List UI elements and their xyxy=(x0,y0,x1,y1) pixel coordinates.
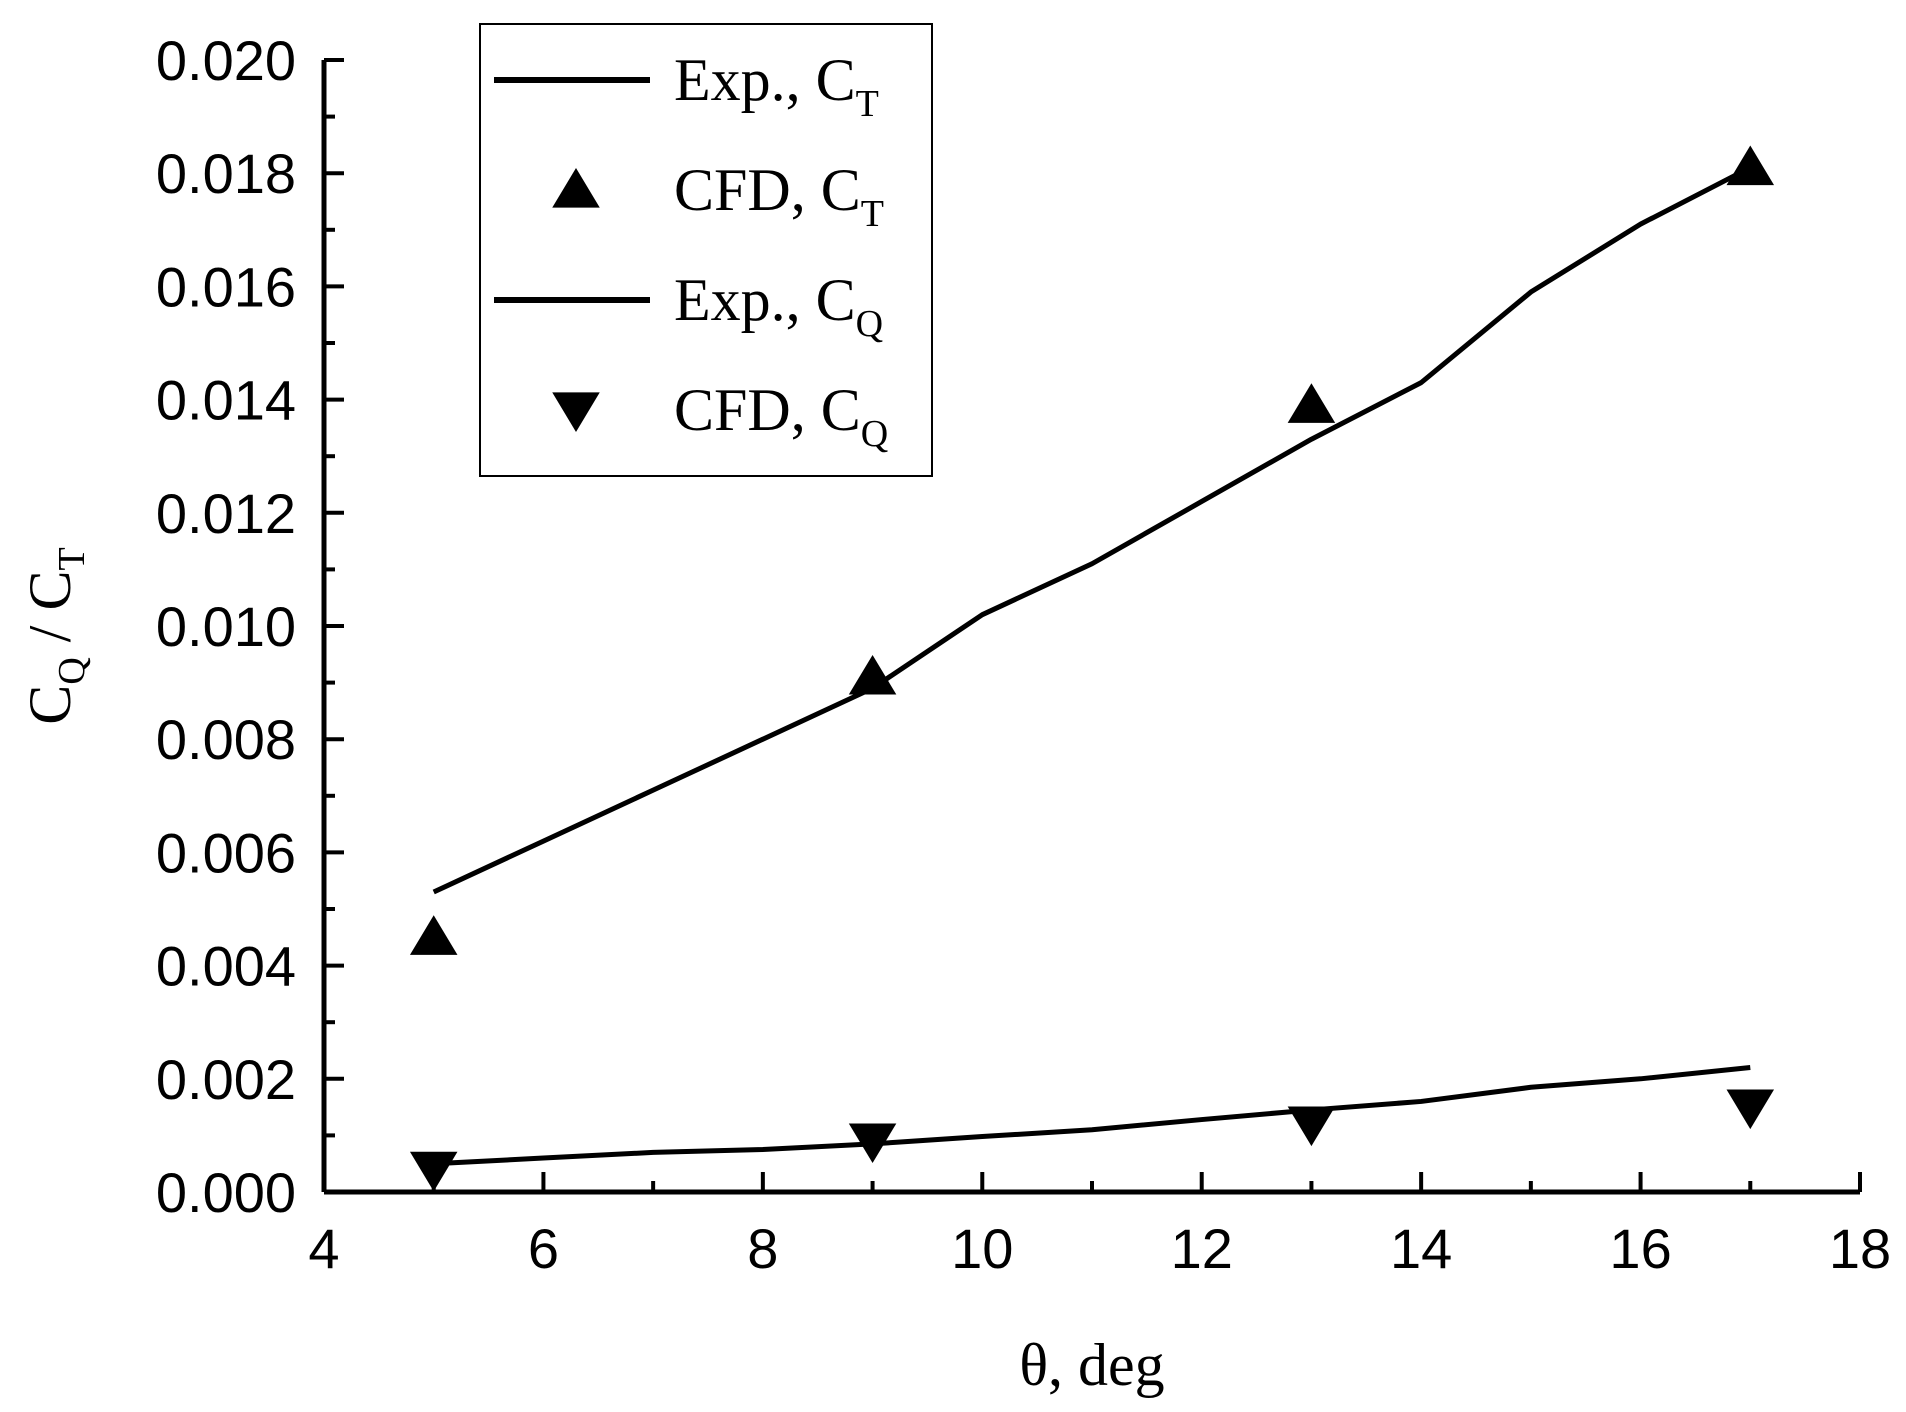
data-point-triangle-down xyxy=(1287,1106,1336,1147)
y-title-sep: / xyxy=(17,611,83,658)
legend-item-2: Exp., CQ xyxy=(494,267,883,345)
x-tick-label: 12 xyxy=(1171,1217,1233,1280)
legend-label-sub: Q xyxy=(861,413,888,455)
legend-swatch-triangle-up xyxy=(552,168,600,208)
legend-box xyxy=(479,23,933,477)
y-tick-label: 0.014 xyxy=(156,369,296,432)
y-tick-label: 0.006 xyxy=(156,821,296,884)
x-tick-label: 8 xyxy=(747,1217,778,1280)
data-point-triangle-up xyxy=(409,915,458,955)
series-2 xyxy=(433,1064,1751,1167)
x-axis-title: θ, deg xyxy=(1019,1332,1164,1398)
y-title-sub-q: Q xyxy=(51,657,93,684)
x-tick-label: 16 xyxy=(1609,1217,1671,1280)
legend-label-main: CFD, C xyxy=(674,157,861,223)
series-line xyxy=(432,165,1752,895)
axes: 4 6 8 10 12 14 16 18 0.0000.0020.0040.0060.0080… xyxy=(156,29,1891,1280)
data-point-triangle-down xyxy=(1726,1089,1775,1130)
data-point-triangle-down xyxy=(409,1151,458,1192)
x-tick-label: 14 xyxy=(1390,1217,1452,1280)
y-title-sub-t: T xyxy=(51,547,93,570)
legend-label-main: CFD, C xyxy=(674,377,861,443)
y-tick-label: 0.000 xyxy=(156,1161,296,1224)
series-line xyxy=(433,1064,1751,1167)
series-layer xyxy=(409,145,1775,1192)
x-tick-label: 10 xyxy=(951,1217,1013,1280)
y-tick-label: 0.016 xyxy=(156,255,296,318)
legend-label-sub: T xyxy=(856,83,879,125)
legend-label: Exp., CQ xyxy=(674,267,883,345)
y-tick-label: 0.018 xyxy=(156,142,296,205)
legend-label: CFD, CT xyxy=(674,157,884,235)
data-point-triangle-up xyxy=(1287,383,1336,423)
x-tick-label: 18 xyxy=(1829,1217,1891,1280)
x-tick-label: 4 xyxy=(308,1217,339,1280)
y-tick-label: 0.002 xyxy=(156,1048,296,1111)
y-ticks: 0.000 0.002 0.004 0.006 0.008 0.010 0.012 0.014… xyxy=(156,29,344,1224)
legend-swatch-triangle-down xyxy=(552,392,600,432)
legend-item-1: CFD, CT xyxy=(552,157,884,235)
series-0 xyxy=(432,165,1752,895)
legend-label-main: Exp., C xyxy=(674,267,856,333)
x-tick-label: 6 xyxy=(528,1217,559,1280)
y-tick-label: 0.004 xyxy=(156,935,296,998)
legend-label: Exp., CT xyxy=(674,47,879,125)
y-title-c2: C xyxy=(17,571,83,611)
data-point-triangle-down xyxy=(848,1123,897,1164)
data-point-triangle-up xyxy=(848,654,897,695)
y-title-c1: C xyxy=(17,685,83,725)
y-tick-label: 0.012 xyxy=(156,482,296,545)
data-point-triangle-up xyxy=(1726,145,1775,186)
legend-item-3: CFD, CQ xyxy=(552,377,888,455)
legend-label-sub: Q xyxy=(856,303,883,345)
y-tick-label: 0.010 xyxy=(156,595,296,658)
svg-text:CQ / CT: CQ / CT xyxy=(17,547,93,724)
series-1 xyxy=(409,145,1775,955)
y-axis-title: CQ / CT xyxy=(17,547,93,724)
y-tick-label: 0.020 xyxy=(156,29,296,92)
legend-item-0: Exp., CT xyxy=(494,47,879,125)
legend-label-main: Exp., C xyxy=(674,47,856,113)
series-3 xyxy=(409,1089,1775,1192)
legend-label: CFD, CQ xyxy=(674,377,888,455)
x-ticks: 4 6 8 10 12 14 16 18 xyxy=(308,1172,1891,1280)
legend-label-sub: T xyxy=(861,193,884,235)
y-tick-label: 0.008 xyxy=(156,708,296,771)
